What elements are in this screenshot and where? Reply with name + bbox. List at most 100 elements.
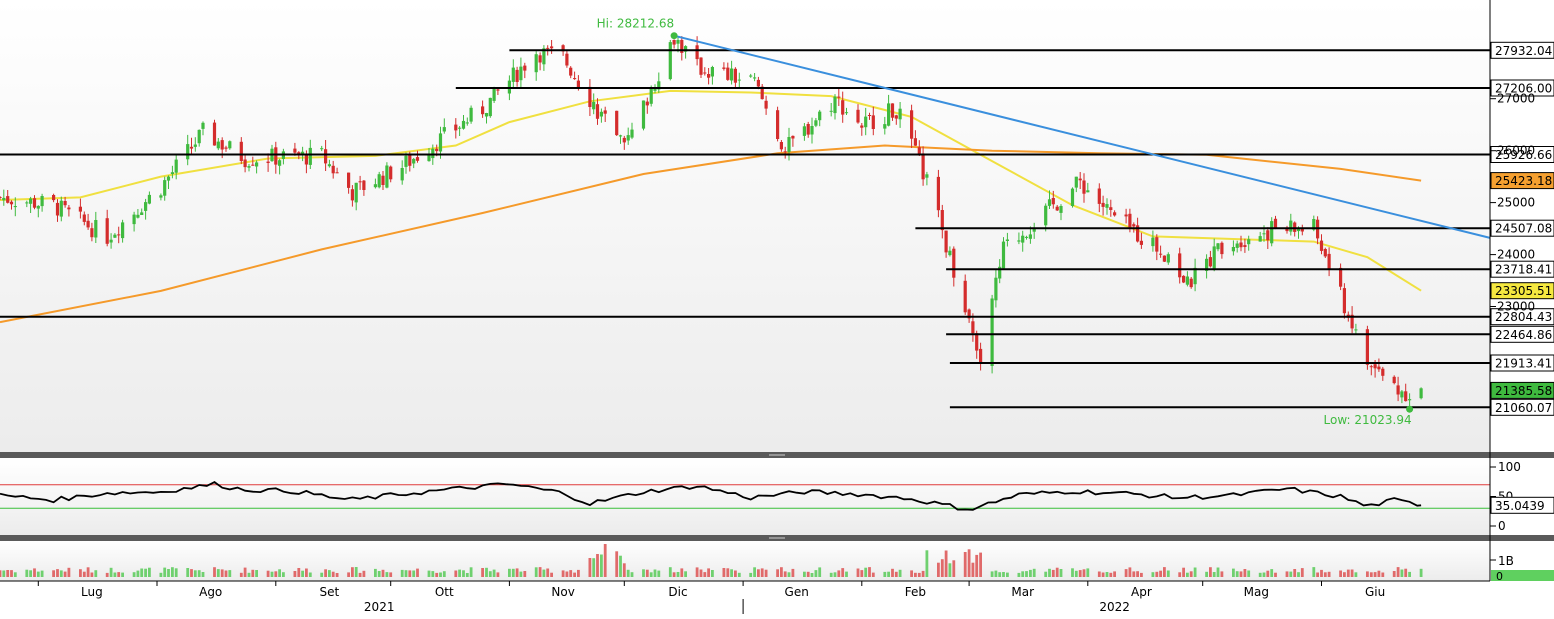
candle-body <box>975 333 979 351</box>
price-tick-label: 25000 <box>1497 196 1535 210</box>
volume-bar <box>734 570 737 577</box>
candle-body <box>622 137 626 143</box>
candle-body <box>653 87 657 91</box>
candle-body <box>753 77 757 79</box>
candle-body <box>52 195 56 201</box>
volume-bar <box>810 573 814 577</box>
volume-bar <box>1140 572 1143 577</box>
candle-body <box>538 55 542 63</box>
volume-bar <box>975 554 979 577</box>
volume-bar <box>737 572 741 577</box>
volume-bar <box>266 570 270 577</box>
volume-bar <box>274 571 278 577</box>
candle-body <box>32 198 37 208</box>
candle-body <box>963 280 967 313</box>
candle-body <box>36 205 40 209</box>
volume-bar <box>25 569 29 577</box>
candle-body <box>481 106 485 115</box>
volume-bar <box>1408 571 1411 577</box>
volume-bar <box>1350 569 1354 577</box>
candle-body <box>546 47 550 49</box>
candle-body <box>1208 257 1212 267</box>
volume-bar <box>1392 571 1396 577</box>
candle-body <box>189 146 194 149</box>
volume-bar <box>492 569 496 577</box>
candle-body <box>1285 228 1289 232</box>
candle-body <box>266 161 270 163</box>
candle-body <box>814 120 818 126</box>
candle-body <box>1047 199 1052 206</box>
volume-bar <box>1404 568 1408 577</box>
level-label: 27206.00 <box>1495 82 1552 96</box>
oscillator-value-label: 35.0439 <box>1495 499 1545 513</box>
volume-bar <box>56 569 59 577</box>
candle-body <box>1124 214 1128 217</box>
volume-bar <box>427 570 431 577</box>
candle-body <box>1078 178 1082 181</box>
candle-body <box>695 45 699 60</box>
candle-body <box>1258 236 1262 242</box>
candle-body <box>147 194 151 204</box>
volume-bar <box>998 572 1002 577</box>
volume-bar <box>1419 568 1423 577</box>
volume-bar <box>10 570 13 577</box>
volume-bar <box>1243 569 1247 577</box>
candle-body <box>860 125 864 128</box>
candle-body <box>0 197 2 198</box>
candle-body <box>408 154 412 166</box>
candle-body <box>680 39 684 53</box>
volume-bar <box>592 558 596 577</box>
volume-bar <box>730 569 733 577</box>
candle-body <box>1339 267 1343 287</box>
level-label-box <box>1490 41 1554 59</box>
volume-bar <box>1232 568 1235 577</box>
candle-body <box>837 96 841 98</box>
candle-body <box>760 86 764 100</box>
price-tick-label: 27000 <box>1497 92 1535 106</box>
month-label: Ago <box>199 585 222 599</box>
volume-bar <box>1151 572 1155 577</box>
candle-body <box>13 206 17 208</box>
volume-bar <box>619 555 622 577</box>
volume-bar <box>1071 568 1074 577</box>
volume-bar <box>948 563 952 577</box>
candle-body <box>59 200 63 217</box>
candle-body <box>733 68 737 83</box>
price-tick-label: 23000 <box>1497 300 1535 314</box>
candle-body <box>779 142 783 150</box>
volume-bar <box>1132 571 1136 577</box>
candle-body <box>113 234 117 238</box>
volume-bar <box>753 567 756 577</box>
candle-body <box>55 202 60 216</box>
volume-bar <box>565 571 569 577</box>
candle-body <box>1189 278 1193 288</box>
volume-bar <box>622 563 626 577</box>
candle-body <box>212 122 217 146</box>
volume-bar <box>228 570 232 577</box>
candle-body <box>1055 206 1059 211</box>
volume-bar <box>144 568 147 577</box>
volume-bar <box>1055 567 1059 577</box>
candle-body <box>787 137 791 152</box>
candle-body <box>1136 225 1140 242</box>
candle-body <box>523 65 527 71</box>
volume-bar <box>1186 572 1189 577</box>
volume-bar <box>971 562 975 577</box>
candle-body <box>921 153 925 180</box>
candle-body <box>1185 276 1189 285</box>
candle-body <box>255 162 259 167</box>
volume-bar <box>699 569 703 577</box>
volume-bar <box>270 571 274 577</box>
candle-body <box>1097 188 1101 204</box>
candle-body <box>358 181 362 183</box>
volume-bar <box>1136 571 1139 577</box>
candle-body <box>174 159 178 173</box>
candle-body <box>1247 239 1251 245</box>
volume-bar <box>305 568 308 577</box>
volume-bar <box>845 571 848 577</box>
volume-bar <box>381 569 385 577</box>
volume-bar <box>588 558 592 577</box>
candle-body <box>1239 242 1243 248</box>
volume-bar <box>1354 572 1358 577</box>
volume-bar <box>1346 569 1350 577</box>
